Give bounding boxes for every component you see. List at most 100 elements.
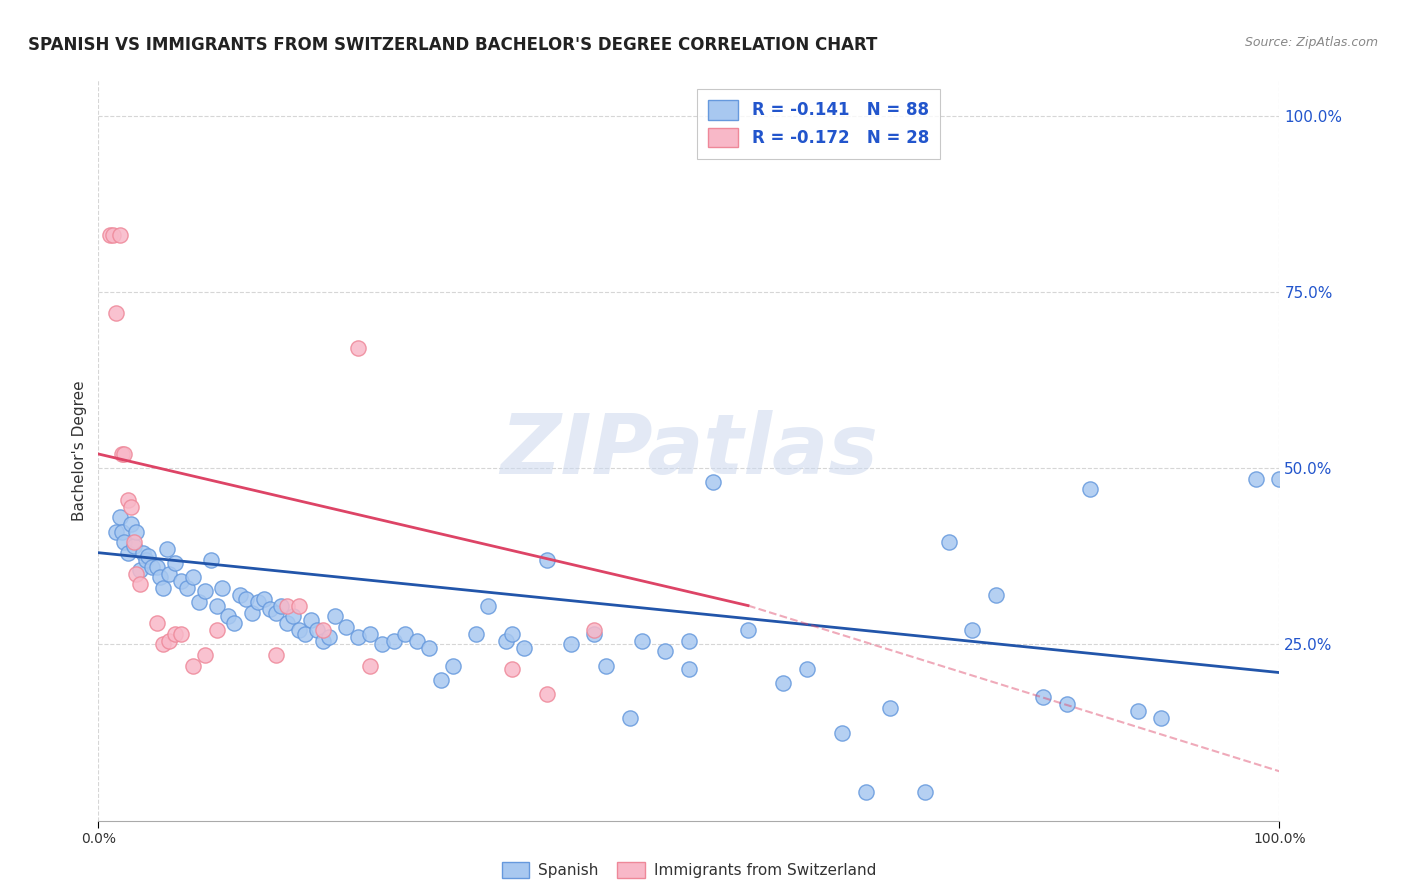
Point (831, 725, 853, 739)
Legend: Spanish, Immigrants from Switzerland: Spanish, Immigrants from Switzerland (496, 856, 882, 884)
Point (259, 602, 281, 616)
Point (135, 553, 157, 567)
Point (157, 633, 180, 648)
Point (1150, 711, 1173, 725)
Point (1056, 698, 1078, 712)
Point (406, 633, 429, 648)
Point (654, 644, 676, 658)
Point (276, 616, 298, 631)
Point (312, 633, 335, 648)
Point (125, 524, 148, 539)
Point (312, 624, 335, 638)
Point (283, 609, 305, 624)
Text: Source: ZipAtlas.com: Source: ZipAtlas.com (1244, 36, 1378, 49)
Point (146, 559, 169, 574)
Point (111, 524, 134, 539)
Point (737, 624, 759, 638)
Point (288, 624, 311, 638)
Point (229, 588, 252, 602)
Point (938, 535, 960, 549)
Point (121, 500, 143, 514)
Point (108, 228, 131, 243)
Point (418, 640, 440, 655)
Point (630, 633, 652, 648)
Point (305, 624, 328, 638)
Point (1032, 690, 1054, 705)
Point (141, 559, 163, 574)
Point (359, 627, 381, 641)
Point (264, 648, 287, 662)
Point (678, 662, 700, 676)
Point (121, 517, 143, 532)
Point (108, 510, 131, 524)
Point (235, 591, 257, 606)
Point (105, 306, 128, 320)
Point (157, 566, 180, 581)
Point (200, 553, 222, 567)
Point (217, 609, 239, 624)
Point (122, 535, 145, 549)
Point (318, 630, 340, 644)
Point (1244, 472, 1267, 486)
Point (962, 624, 984, 638)
Point (246, 595, 269, 609)
Point (112, 535, 135, 549)
Point (914, 785, 936, 799)
Point (276, 599, 298, 613)
Point (560, 637, 582, 651)
Point (619, 711, 641, 725)
Point (176, 581, 198, 595)
Point (122, 539, 145, 553)
Point (205, 624, 228, 638)
Point (136, 549, 159, 564)
Point (359, 658, 381, 673)
Point (1080, 482, 1102, 496)
Point (101, 228, 124, 243)
Point (111, 447, 134, 461)
Point (165, 556, 187, 570)
Point (112, 447, 135, 461)
Point (855, 785, 877, 799)
Point (702, 475, 724, 490)
Point (194, 648, 217, 662)
Point (371, 637, 394, 651)
Point (323, 609, 346, 624)
Point (146, 616, 169, 631)
Point (264, 606, 287, 620)
Point (181, 570, 204, 584)
Point (1268, 472, 1291, 486)
Point (187, 595, 209, 609)
Point (181, 658, 204, 673)
Point (772, 676, 794, 690)
Point (170, 574, 193, 588)
Point (125, 566, 148, 581)
Y-axis label: Bachelor's Degree: Bachelor's Degree (72, 380, 87, 521)
Point (165, 627, 187, 641)
Point (495, 633, 517, 648)
Text: SPANISH VS IMMIGRANTS FROM SWITZERLAND BACHELOR'S DEGREE CORRELATION CHART: SPANISH VS IMMIGRANTS FROM SWITZERLAND B… (28, 36, 877, 54)
Point (294, 627, 316, 641)
Point (796, 662, 818, 676)
Point (152, 637, 174, 651)
Point (240, 606, 263, 620)
Point (583, 624, 606, 638)
Point (512, 640, 534, 655)
Point (595, 658, 617, 673)
Point (465, 627, 488, 641)
Point (335, 620, 357, 634)
Point (105, 524, 128, 539)
Point (536, 687, 558, 701)
Point (224, 616, 246, 631)
Point (117, 546, 139, 560)
Point (536, 553, 558, 567)
Point (501, 627, 523, 641)
Point (288, 599, 311, 613)
Point (430, 673, 453, 687)
Point (156, 542, 179, 557)
Point (205, 599, 228, 613)
Point (270, 599, 292, 613)
Point (394, 627, 416, 641)
Point (194, 584, 217, 599)
Point (382, 633, 405, 648)
Point (984, 588, 1007, 602)
